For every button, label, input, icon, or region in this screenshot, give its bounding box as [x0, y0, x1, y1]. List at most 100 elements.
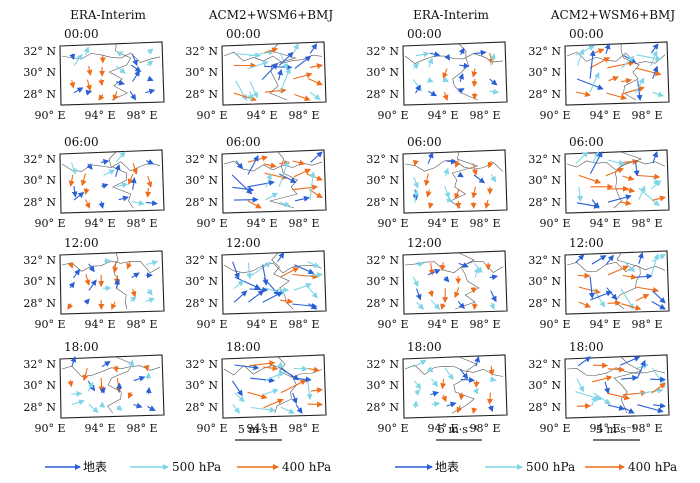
longitude-label: 90° E	[196, 217, 227, 230]
wind-vector	[249, 360, 276, 367]
wind-vector	[306, 381, 313, 400]
wind-vector	[83, 298, 90, 305]
latitude-label: 28° N	[185, 88, 218, 101]
legend-label-500hpa: 500 hPa	[172, 460, 221, 474]
time-label: 12:00	[64, 236, 99, 250]
wind-vector	[277, 68, 283, 81]
wind-vector	[83, 46, 90, 56]
wind-vector	[264, 388, 279, 395]
latitude-label: 32° N	[185, 254, 218, 267]
wind-vector	[131, 272, 140, 279]
wind-vector	[489, 274, 499, 281]
wind-vector	[129, 296, 137, 303]
border-line	[451, 356, 477, 414]
border-line	[454, 252, 480, 310]
wind-vector	[489, 376, 497, 383]
wind-vector	[457, 88, 465, 94]
wind-vector	[651, 382, 666, 394]
wind-vector	[234, 392, 245, 403]
longitude-label: 94° E	[84, 109, 115, 122]
wind-vector	[412, 400, 419, 409]
latitude-label: 30° N	[185, 275, 218, 288]
map-panel: 00:00 32° N 30° N 28° N 90° E 94° E 98° E	[23, 27, 165, 122]
wind-vector	[126, 260, 133, 270]
wind-vector	[247, 60, 269, 70]
wind-vector	[638, 387, 664, 395]
wind-vector	[80, 173, 87, 187]
wind-vector	[68, 281, 75, 289]
wind-vector	[576, 48, 585, 66]
wind-vector	[604, 381, 610, 395]
longitude-label: 90° E	[34, 422, 65, 435]
longitude-label: 90° E	[34, 217, 65, 230]
border-line	[566, 51, 666, 64]
wind-vector	[636, 80, 643, 101]
legend-label-400hpa: 400 hPa	[282, 460, 331, 474]
wind-vector	[294, 93, 311, 102]
wind-vector	[426, 77, 434, 83]
latitude-label: 30° N	[23, 275, 56, 288]
wind-vector	[116, 182, 129, 189]
wind-vector	[635, 294, 650, 302]
wind-vector	[308, 78, 323, 86]
wind-vector	[145, 386, 152, 395]
wind-vector	[307, 366, 320, 373]
wind-vector	[589, 71, 600, 93]
wind-vector	[431, 401, 441, 408]
latitude-label: 28° N	[185, 401, 218, 414]
wind-vector	[578, 286, 601, 295]
time-label: 06:00	[569, 135, 604, 149]
latitude-label: 32° N	[528, 254, 561, 267]
wind-vector	[652, 91, 665, 98]
wind-vector	[70, 162, 77, 175]
wind-vector	[488, 365, 495, 376]
longitude-label: 90° E	[196, 109, 227, 122]
wind-vector	[71, 185, 78, 198]
wind-vector	[67, 303, 74, 310]
wind-vector	[146, 60, 154, 67]
wind-vector	[606, 392, 631, 401]
wind-vector	[133, 402, 143, 409]
wind-vector	[128, 359, 135, 369]
wind-vector	[621, 303, 642, 311]
longitude-label: 94° E	[246, 422, 277, 435]
time-label: 06:00	[407, 135, 442, 149]
latitude-label: 32° N	[366, 358, 399, 371]
wind-vector	[291, 392, 298, 405]
wind-vector	[442, 68, 448, 79]
wind-vector	[145, 187, 152, 198]
latitude-label: 30° N	[23, 66, 56, 79]
map-panel: 18:00 32° N 30° N 28° N 90° E 94° E 98° E	[23, 340, 165, 435]
legend-label-500hpa: 500 hPa	[526, 460, 575, 474]
wind-vector	[263, 162, 277, 169]
wind-vector	[98, 94, 105, 101]
wind-vector	[592, 288, 606, 308]
wind-vector	[412, 159, 419, 167]
wind-vector	[637, 252, 644, 264]
wind-vector	[280, 406, 295, 414]
wind-vector	[427, 57, 434, 68]
wind-vector	[636, 359, 646, 379]
wind-vector	[307, 401, 323, 408]
map-panel: 00:00 32° N 30° N 28° N 90° E 94° E 98° E	[185, 27, 327, 122]
wind-vector	[83, 187, 90, 195]
wind-vector	[608, 75, 620, 82]
wind-vector	[446, 401, 457, 408]
wind-vector	[69, 80, 76, 89]
wind-vector	[145, 200, 158, 207]
longitude-label: 98° E	[469, 109, 500, 122]
wind-vector	[116, 51, 124, 58]
wind-vector	[471, 78, 478, 88]
wind-vector	[103, 169, 116, 176]
wind-vector	[427, 151, 434, 164]
wind-vector	[133, 375, 146, 382]
wind-vector	[588, 276, 595, 299]
wind-vector	[635, 273, 653, 280]
map-panel: 12:00 32° N 30° N 28° N 90° E 94° E 98° E	[185, 236, 327, 331]
wind-vector	[623, 407, 635, 414]
wind-vector	[652, 65, 659, 79]
latitude-label: 32° N	[23, 45, 56, 58]
wind-vector	[146, 288, 153, 296]
wind-vector	[294, 55, 312, 69]
